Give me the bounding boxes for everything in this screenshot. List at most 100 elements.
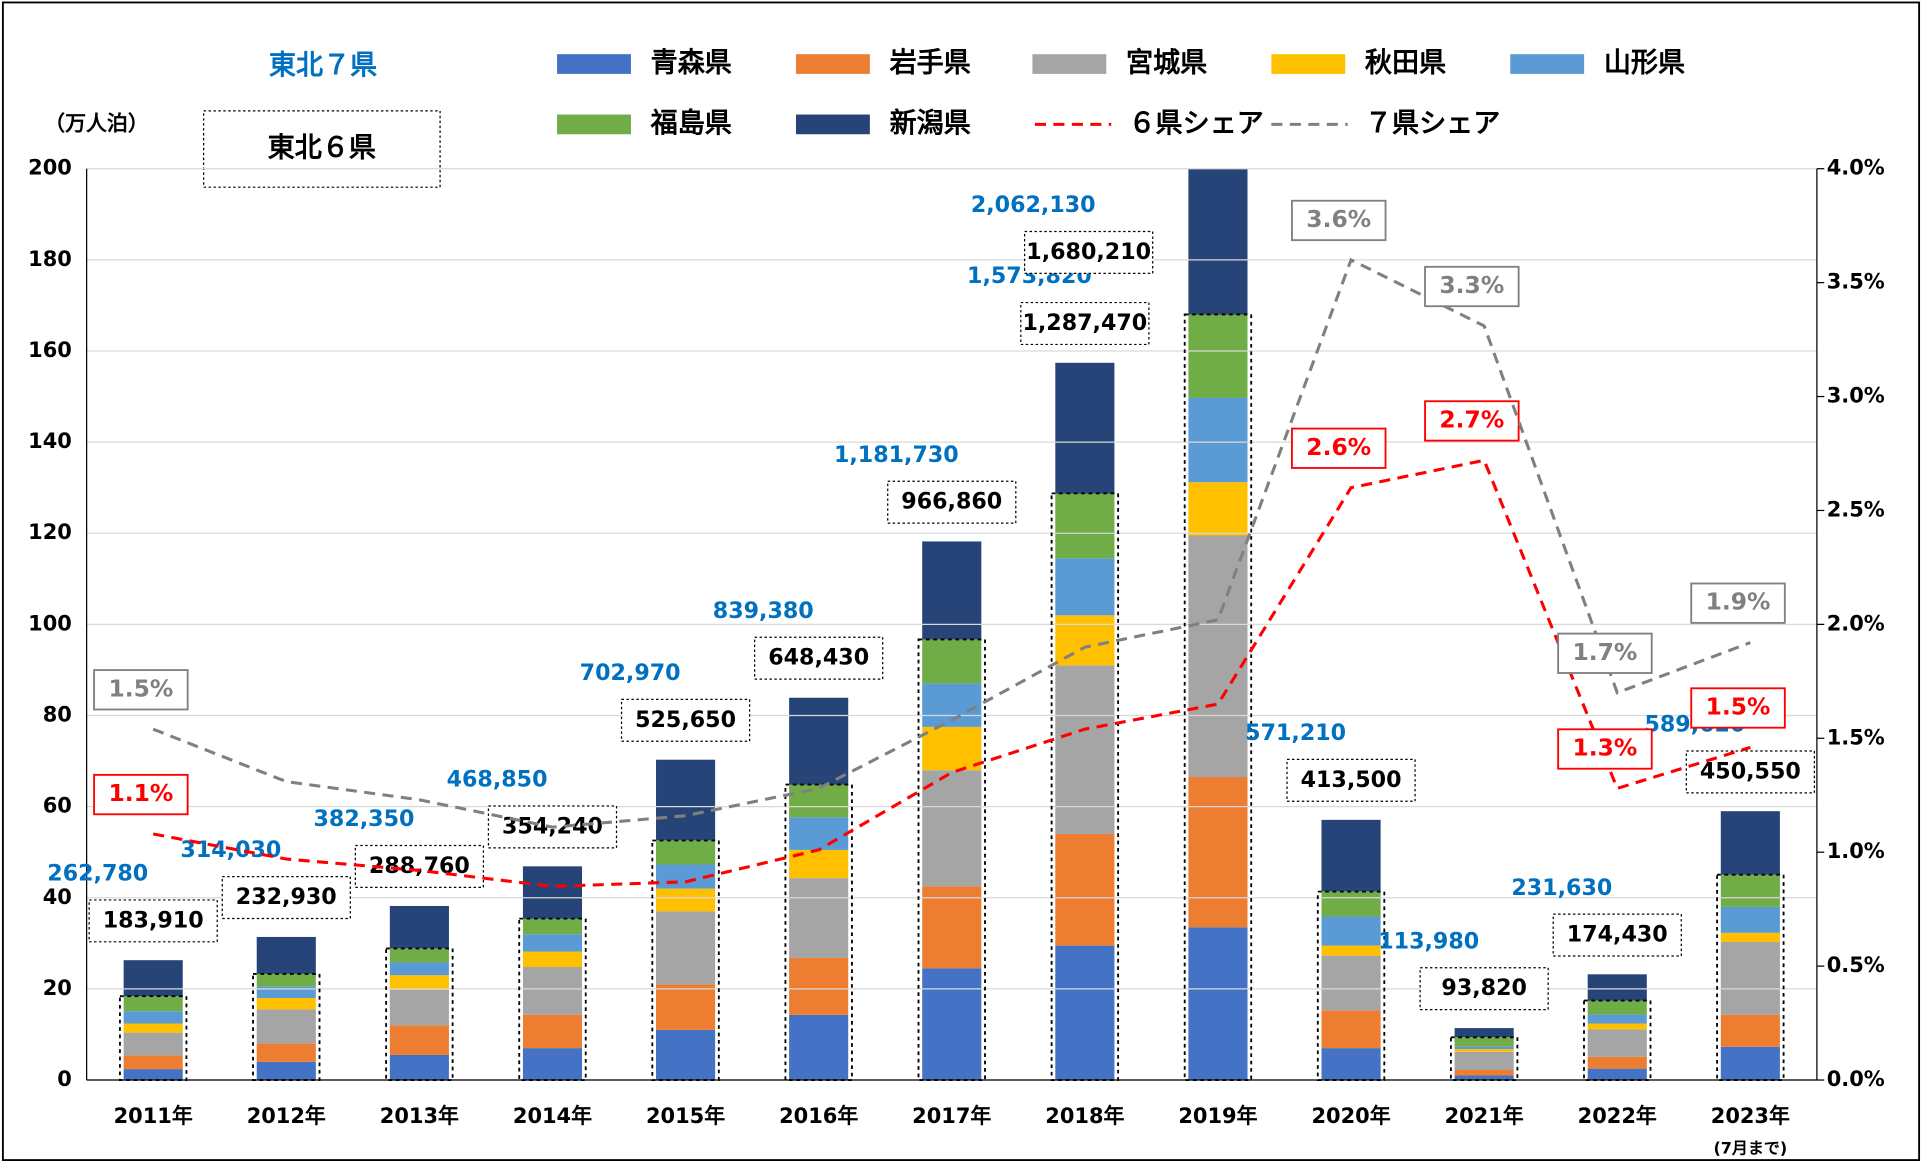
bar-segment (123, 960, 183, 997)
bar-segment (1454, 1075, 1514, 1081)
total-6-label: 183,910 (103, 907, 204, 933)
share-label-box (1557, 728, 1653, 770)
bar-segment (1055, 558, 1115, 616)
share-line (152, 458, 1751, 888)
y-tick-label: 80 (43, 703, 72, 727)
bar-segment (522, 1014, 583, 1049)
total-6-title: 東北６県 (268, 133, 376, 164)
total-6-label-box (620, 698, 751, 742)
bar-segment (389, 1054, 449, 1081)
bar-segment (789, 1014, 849, 1081)
legend-swatch (557, 54, 631, 74)
bar-segment (922, 770, 982, 887)
y2-tick-label: 4.0% (1827, 156, 1885, 180)
total-6-label-box (88, 899, 218, 943)
share-label-box (1291, 199, 1387, 242)
bar-segment (1188, 397, 1248, 483)
total-7-label: 1,181,730 (834, 442, 959, 468)
legend-swatch (557, 114, 631, 135)
y2-tick-label: 1.5% (1827, 725, 1885, 749)
share-label: 1.7% (1573, 638, 1638, 666)
bar-segment (656, 840, 716, 865)
total-6-label: 93,820 (1441, 975, 1527, 1001)
bar-segment (256, 998, 316, 1010)
legend-swatch (795, 114, 870, 135)
y2-tick-label: 0.5% (1827, 953, 1885, 977)
x-tick-label: 2020年 (1311, 1104, 1390, 1128)
share-label: 1.5% (108, 674, 173, 702)
bar-segment (256, 1043, 316, 1062)
y-tick-label: 160 (28, 338, 72, 362)
total-6-label-box (1552, 913, 1682, 957)
total-6-outline (784, 783, 853, 1081)
legend-swatch (1032, 54, 1107, 74)
total-6-label-box (754, 636, 884, 680)
legend-label: ６県シェア (1128, 108, 1263, 139)
bar-segment (656, 1029, 716, 1081)
total-6-label-box (221, 875, 351, 920)
total-6-label: 1,287,470 (1022, 310, 1147, 336)
share-label: 2.7% (1439, 405, 1504, 433)
bar-segment (1587, 1029, 1647, 1057)
legend-label: 青森県 (651, 48, 732, 79)
bar-segment (1321, 955, 1381, 1011)
y2-tick-label: 2.0% (1827, 611, 1885, 635)
total-7-label: 702,970 (580, 660, 681, 686)
bar-segment (1055, 945, 1115, 1081)
total-6-label: 966,860 (901, 489, 1002, 515)
share-label-box (1690, 687, 1786, 729)
bar-segment (1720, 1014, 1780, 1047)
bar-segment (1587, 1068, 1647, 1081)
bar-segment (256, 936, 316, 974)
legend-label: ７県シェア (1365, 108, 1500, 139)
bar-segment (256, 1009, 316, 1044)
bar-segment (123, 996, 183, 1012)
y-axis-label: （万人泊） (44, 111, 149, 135)
bar-segment (123, 1023, 183, 1033)
x-tick-label: 2016年 (779, 1104, 858, 1128)
bar-segment (789, 878, 849, 958)
bar-segment (256, 1061, 316, 1081)
total-6-outline (119, 995, 188, 1081)
total-6-outline (1050, 492, 1120, 1081)
y-tick-label: 100 (28, 611, 72, 635)
total-6-label: 450,550 (1700, 758, 1801, 784)
bar-segment (1321, 916, 1381, 946)
bar-segment (1188, 777, 1248, 928)
bar-segment (123, 1032, 183, 1056)
bar-segment (522, 866, 583, 919)
share-label: 1.9% (1706, 588, 1771, 616)
y2-tick-label: 1.0% (1827, 839, 1885, 863)
bar-segment (1454, 1028, 1514, 1038)
total-6-outline (1449, 1036, 1519, 1081)
bar-segment (789, 817, 849, 850)
share-label: 2.6% (1306, 433, 1371, 461)
share-label-box (1424, 265, 1520, 308)
bar-segment (522, 1048, 583, 1081)
total-6-label: 648,430 (768, 645, 869, 671)
share-label: 3.3% (1439, 271, 1504, 299)
bar-segment (656, 984, 716, 1030)
total-6-outline (252, 972, 321, 1081)
bar-segment (922, 541, 982, 640)
bar-segment (1321, 891, 1381, 917)
share-label-box (1690, 582, 1786, 624)
y-tick-label: 60 (43, 794, 72, 818)
bar-segment (1587, 974, 1647, 1001)
total-6-label-box (1286, 758, 1416, 802)
bar-segment (922, 968, 982, 1081)
share-label-box (1424, 400, 1520, 442)
bar-segment (389, 948, 449, 963)
total-6-box (203, 110, 441, 188)
bar-segment (656, 888, 716, 912)
total-7-label: 468,850 (447, 767, 548, 793)
total-7-label: 262,780 (47, 861, 148, 887)
y-tick-label: 120 (28, 520, 72, 544)
total-7-title: 東北７県 (269, 50, 377, 81)
y-tick-label: 0 (57, 1067, 72, 1091)
bar-segment (1055, 833, 1115, 946)
bar-segment (1587, 1023, 1647, 1030)
bar-segment (1720, 874, 1780, 907)
bar-segment (1454, 1049, 1514, 1052)
